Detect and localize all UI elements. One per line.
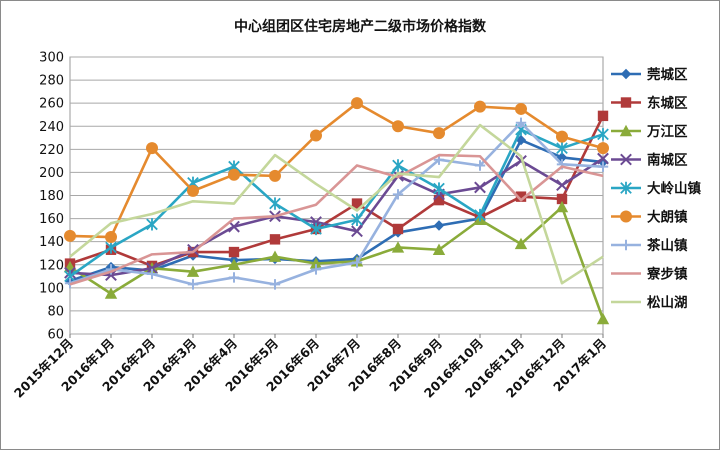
- data-point-4-7: [351, 213, 363, 226]
- data-point-5-1: [105, 231, 117, 244]
- data-point-4-8: [392, 159, 404, 172]
- data-point-5-2: [146, 142, 158, 155]
- data-point-6-3: [187, 279, 199, 290]
- data-point-6-6: [310, 264, 322, 275]
- y-tick-label-60: 60: [47, 328, 64, 343]
- legend-marker-6: [620, 239, 632, 251]
- legend-label-6: 茶山镇: [646, 237, 688, 254]
- data-point-6-13: [597, 161, 609, 172]
- legend-marker-4: [620, 181, 632, 195]
- y-tick-label-280: 280: [39, 74, 64, 89]
- legend-label-2: 万江区: [646, 123, 688, 140]
- series-line-3: [69, 157, 604, 277]
- legend-label-5: 大朗镇: [647, 209, 688, 226]
- legend-marker-2: [619, 124, 633, 137]
- data-point-5-4: [228, 168, 240, 181]
- data-point-1-13: [597, 110, 609, 122]
- y-tick-label-100: 100: [39, 281, 64, 296]
- data-point-4-12: [556, 141, 568, 155]
- data-point-3-12: [556, 179, 568, 192]
- data-point-1-9: [433, 194, 445, 206]
- y-tick-label-180: 180: [39, 189, 64, 204]
- data-point-2-6: [309, 257, 323, 269]
- data-point-1-12: [556, 193, 568, 205]
- data-point-2-13: [596, 312, 610, 325]
- data-point-5-12: [556, 130, 568, 143]
- series-line-2: [69, 205, 605, 320]
- y-tick-label-120: 120: [39, 258, 64, 273]
- series-line-5: [69, 101, 604, 239]
- y-tick-label-80: 80: [47, 304, 64, 319]
- data-point-2-11: [514, 237, 528, 250]
- legend-label-4: 大岭山镇: [647, 180, 701, 197]
- y-tick-label-200: 200: [39, 166, 64, 181]
- data-point-1-4: [228, 246, 240, 258]
- data-point-4-5: [269, 197, 281, 210]
- legend-label-7: 寮步镇: [646, 266, 688, 283]
- data-point-2-9: [432, 243, 446, 255]
- legend-label-0: 莞城区: [647, 66, 688, 83]
- data-point-1-11: [515, 191, 527, 202]
- legend-marker-1: [620, 97, 632, 108]
- legend-label-8: 松山湖: [647, 294, 688, 311]
- data-point-1-8: [392, 223, 404, 235]
- data-point-6-11: [515, 117, 527, 128]
- series-line-1: [69, 115, 605, 268]
- legend-marker-0: [620, 68, 632, 80]
- series-line-7: [69, 153, 604, 286]
- series-line-6: [69, 121, 604, 286]
- data-point-3-13: [597, 152, 609, 165]
- chart-title: 中心组团区住宅房地产二级市场价格指数: [234, 19, 486, 35]
- data-point-2-8: [391, 241, 405, 253]
- data-point-4-10: [474, 208, 486, 222]
- data-point-3-7: [351, 225, 363, 238]
- data-point-6-2: [146, 268, 158, 280]
- data-point-4-9: [433, 182, 445, 195]
- data-point-5-10: [474, 100, 486, 113]
- data-point-2-12: [555, 200, 569, 213]
- data-point-4-13: [597, 128, 609, 141]
- data-point-2-4: [227, 258, 241, 270]
- y-tick-label-160: 160: [39, 212, 64, 227]
- y-tick-label-300: 300: [39, 51, 64, 66]
- data-point-3-4: [228, 220, 240, 233]
- data-point-5-5: [269, 169, 281, 182]
- data-point-3-2: [146, 262, 158, 275]
- data-point-6-7: [351, 257, 363, 268]
- y-tick-label-220: 220: [39, 143, 64, 158]
- data-point-6-5: [269, 279, 281, 290]
- data-point-4-2: [146, 218, 158, 231]
- y-tick-label-140: 140: [39, 235, 64, 250]
- legend-marker-5: [620, 210, 632, 223]
- series-line-4: [69, 128, 604, 278]
- legend-marker-3: [620, 153, 632, 166]
- data-point-2-3: [186, 265, 200, 277]
- series-line-8: [69, 123, 604, 285]
- data-point-4-6: [310, 222, 322, 236]
- data-point-2-5: [268, 250, 282, 262]
- data-point-5-3: [187, 184, 199, 197]
- data-point-5-8: [392, 120, 404, 133]
- legend-label-1: 东城区: [647, 95, 688, 112]
- legend-label-3: 南城区: [647, 152, 688, 169]
- data-point-3-10: [474, 181, 486, 194]
- data-point-2-1: [104, 287, 118, 299]
- data-point-5-0: [64, 229, 76, 242]
- data-point-5-9: [433, 127, 445, 140]
- y-tick-label-240: 240: [39, 120, 64, 135]
- data-point-5-13: [597, 142, 609, 155]
- data-point-5-7: [351, 97, 363, 110]
- data-point-4-1: [105, 241, 117, 254]
- data-point-5-11: [515, 102, 527, 115]
- data-point-1-7: [351, 198, 363, 209]
- data-point-5-6: [310, 129, 322, 142]
- data-point-6-8: [392, 189, 404, 200]
- data-point-6-4: [228, 272, 240, 283]
- data-point-1-5: [269, 234, 281, 245]
- data-point-0-9: [433, 220, 445, 231]
- data-point-6-10: [474, 160, 486, 171]
- y-tick-label-260: 260: [39, 97, 64, 112]
